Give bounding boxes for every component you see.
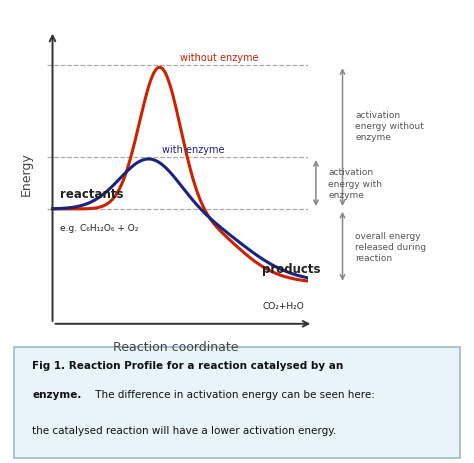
Text: enzyme.: enzyme.: [32, 389, 82, 400]
Text: Reaction coordinate: Reaction coordinate: [113, 340, 238, 353]
Text: reactants: reactants: [60, 188, 124, 201]
Text: overall energy
released during
reaction: overall energy released during reaction: [355, 231, 426, 262]
Text: activation
energy with
enzyme: activation energy with enzyme: [328, 168, 383, 199]
Text: CO₂+H₂O: CO₂+H₂O: [262, 301, 304, 310]
Text: products: products: [262, 263, 320, 275]
Text: The difference in activation energy can be seen here:: The difference in activation energy can …: [92, 389, 375, 400]
Text: e.g. C₆H₁₂O₆ + O₂: e.g. C₆H₁₂O₆ + O₂: [60, 224, 138, 233]
Text: activation
energy without
enzyme: activation energy without enzyme: [355, 111, 424, 142]
FancyBboxPatch shape: [14, 347, 460, 458]
Text: the catalysed reaction will have a lower activation energy.: the catalysed reaction will have a lower…: [32, 425, 336, 435]
Text: Energy: Energy: [20, 152, 33, 195]
Text: without enzyme: without enzyme: [180, 53, 259, 63]
Text: Fig 1. Reaction Profile for a reaction catalysed by an: Fig 1. Reaction Profile for a reaction c…: [32, 361, 343, 370]
Text: with enzyme: with enzyme: [163, 145, 225, 155]
